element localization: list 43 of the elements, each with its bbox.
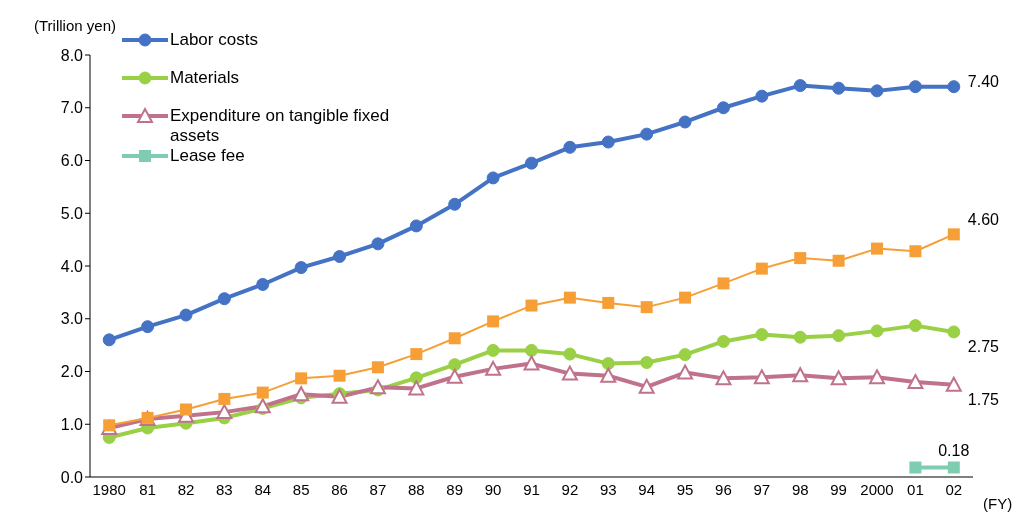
y-tick-label: 3.0	[60, 310, 84, 328]
y-tick-label: 8.0	[60, 46, 84, 64]
x-tick-label: 89	[446, 480, 464, 498]
y-tick-label: 7.0	[60, 99, 84, 117]
x-tick-label: 82	[177, 480, 195, 498]
x-tick-label: 90	[484, 480, 502, 498]
data-label: 2.75	[967, 338, 1000, 356]
data-label: 7.40	[967, 72, 1000, 90]
data-label: 0.18	[938, 441, 970, 459]
x-tick-label: 93	[599, 480, 617, 498]
legend-label: Materials	[170, 68, 239, 88]
x-tick-label: 91	[523, 480, 540, 498]
y-tick-label: 0.0	[60, 468, 84, 486]
x-tick-label: 88	[407, 480, 425, 498]
x-tick-label: 95	[676, 480, 694, 498]
x-tick-label: 99	[830, 480, 847, 498]
x-tick-label: 96	[715, 480, 732, 498]
y-tick-label: 2.0	[60, 363, 84, 381]
x-tick-label: 2000	[860, 480, 894, 498]
x-tick-label: 1980	[92, 480, 126, 498]
data-label: 1.75	[967, 390, 1000, 408]
x-tick-label: 81	[139, 480, 156, 498]
x-tick-label: 84	[254, 480, 272, 498]
y-axis-title: (Trillion yen)	[34, 17, 116, 34]
x-tick-label: 94	[638, 480, 656, 498]
x-tick-label: 98	[791, 480, 809, 498]
y-tick-label: 6.0	[60, 152, 84, 170]
x-tick-label: 85	[292, 480, 310, 498]
x-tick-label: 02	[945, 480, 963, 498]
x-axis-title: (FY)	[983, 495, 1013, 513]
x-tick-label: 97	[753, 480, 771, 498]
y-tick-label: 5.0	[60, 204, 84, 222]
legend-label: Expenditure on tangible fixed assets	[170, 106, 391, 146]
data-label: 4.60	[967, 210, 1000, 228]
x-tick-label: 87	[369, 480, 387, 498]
legend-label: Lease fee	[170, 146, 245, 166]
y-tick-label: 1.0	[60, 415, 84, 433]
x-tick-label: 86	[331, 480, 348, 498]
x-tick-label: 83	[216, 480, 233, 498]
x-tick-label: 01	[907, 480, 924, 498]
y-tick-label: 4.0	[60, 257, 84, 275]
x-tick-label: 92	[561, 480, 579, 498]
legend-label: Labor costs	[170, 30, 258, 50]
